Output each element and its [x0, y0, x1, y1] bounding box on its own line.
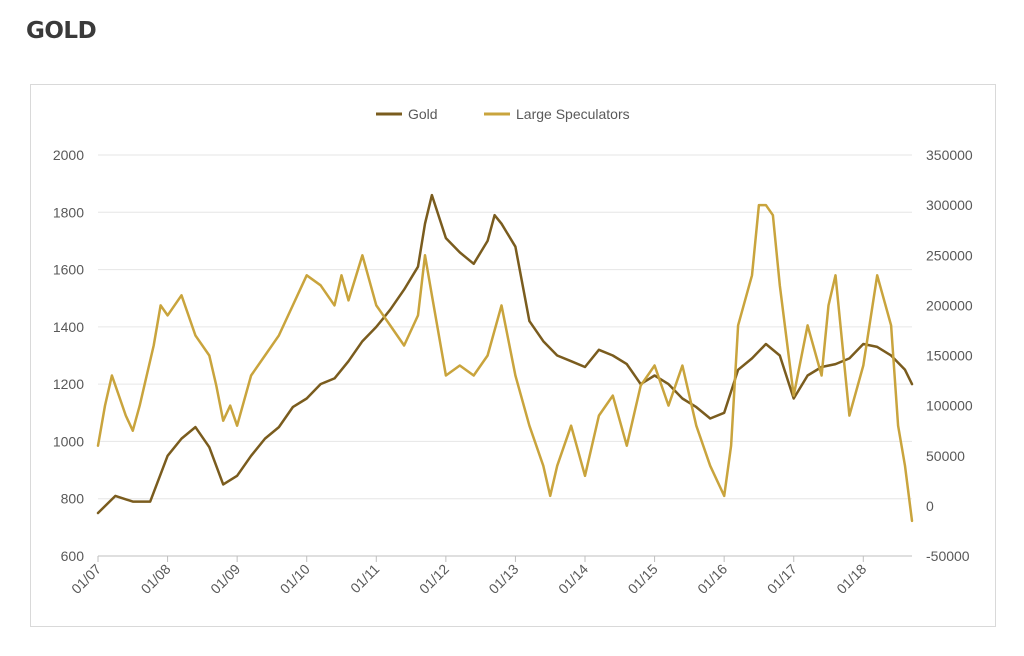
y-left-tick-label: 1600 [53, 262, 84, 278]
y-right-tick-label: -50000 [926, 548, 970, 564]
x-tick-label: 01/14 [555, 561, 591, 597]
x-tick-label: 01/10 [277, 561, 313, 597]
x-tick-label: 01/16 [694, 561, 730, 597]
legend-label: Gold [408, 106, 438, 122]
x-tick-label: 01/09 [207, 561, 243, 597]
page-title: GOLD [26, 18, 97, 44]
y-right-tick-label: 300000 [926, 197, 973, 213]
y-right-tick-label: 150000 [926, 348, 973, 364]
x-tick-label: 01/11 [347, 561, 383, 597]
chart-frame [30, 84, 996, 627]
y-left-tick-label: 2000 [53, 147, 84, 163]
x-tick-label: 01/13 [485, 561, 521, 597]
y-left-tick-label: 1400 [53, 319, 84, 335]
x-tick-label: 01/17 [764, 561, 800, 597]
x-tick-label: 01/18 [833, 561, 869, 597]
y-left-tick-label: 800 [61, 491, 85, 507]
y-left-tick-label: 1800 [53, 204, 84, 220]
x-tick-label: 01/07 [68, 561, 104, 597]
series-line-gold [96, 193, 914, 515]
y-left-tick-label: 1000 [53, 433, 84, 449]
x-tick-label: 01/08 [138, 561, 174, 597]
legend-label: Large Speculators [516, 106, 630, 122]
y-right-tick-label: 50000 [926, 448, 965, 464]
y-right-tick-label: 250000 [926, 247, 973, 263]
y-right-tick-label: 100000 [926, 398, 973, 414]
x-tick-label: 01/15 [625, 561, 661, 597]
y-right-tick-label: 0 [926, 498, 934, 514]
y-left-tick-label: 600 [61, 548, 85, 564]
x-tick-label: 01/12 [416, 561, 452, 597]
series-line-large-speculators [96, 203, 914, 523]
y-right-tick-label: 350000 [926, 147, 973, 163]
y-right-tick-label: 200000 [926, 297, 973, 313]
y-left-tick-label: 1200 [53, 376, 84, 392]
